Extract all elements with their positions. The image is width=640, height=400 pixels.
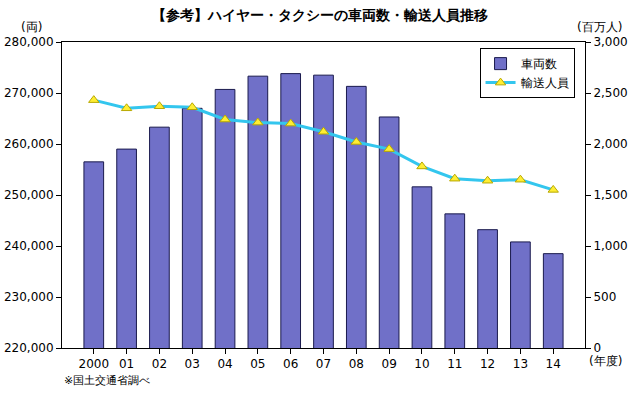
svg-text:280,000: 280,000: [4, 35, 54, 49]
svg-text:(両): (両): [21, 20, 42, 34]
svg-text:車両数: 車両数: [521, 57, 557, 71]
svg-text:輸送人員: 輸送人員: [521, 76, 569, 90]
svg-text:260,000: 260,000: [4, 137, 54, 151]
svg-text:240,000: 240,000: [4, 239, 54, 253]
svg-text:【参考】ハイヤー・タクシーの車両数・輸送人員推移: 【参考】ハイヤー・タクシーの車両数・輸送人員推移: [152, 7, 488, 23]
svg-text:(年度): (年度): [589, 354, 622, 368]
svg-text:2000: 2000: [79, 357, 110, 371]
svg-text:12: 12: [480, 357, 495, 371]
svg-text:2,000: 2,000: [593, 137, 627, 151]
svg-text:09: 09: [381, 357, 396, 371]
svg-text:07: 07: [316, 357, 331, 371]
svg-text:2,500: 2,500: [593, 86, 627, 100]
svg-text:270,000: 270,000: [4, 86, 54, 100]
svg-text:230,000: 230,000: [4, 290, 54, 304]
svg-text:250,000: 250,000: [4, 188, 54, 202]
svg-text:14: 14: [546, 357, 561, 371]
svg-text:3,000: 3,000: [593, 35, 627, 49]
svg-text:500: 500: [593, 290, 616, 304]
svg-text:08: 08: [349, 357, 364, 371]
svg-text:(百万人): (百万人): [577, 20, 622, 34]
svg-text:1,500: 1,500: [593, 188, 627, 202]
svg-text:10: 10: [414, 357, 429, 371]
svg-text:06: 06: [283, 357, 298, 371]
svg-text:11: 11: [447, 357, 462, 371]
svg-text:01: 01: [119, 357, 134, 371]
svg-text:02: 02: [152, 357, 167, 371]
svg-text:1,000: 1,000: [593, 239, 627, 253]
svg-text:13: 13: [513, 357, 528, 371]
svg-text:05: 05: [250, 357, 265, 371]
svg-text:04: 04: [217, 357, 232, 371]
svg-text:220,000: 220,000: [4, 341, 54, 355]
svg-text:03: 03: [185, 357, 200, 371]
svg-text:※国土交通省調べ: ※国土交通省調べ: [64, 374, 150, 387]
svg-text:0: 0: [593, 341, 601, 355]
